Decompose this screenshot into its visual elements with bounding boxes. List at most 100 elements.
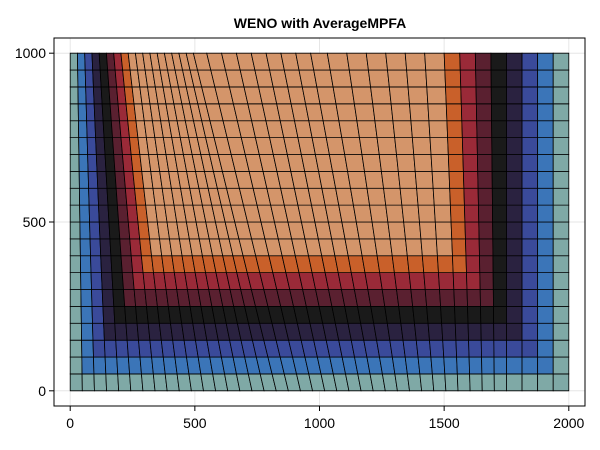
mesh-cell: [376, 137, 397, 155]
mesh-cell: [478, 238, 494, 257]
mesh-cell: [460, 103, 478, 122]
mesh-cell: [92, 69, 102, 88]
mesh-cell: [521, 339, 539, 358]
mesh-cell: [537, 52, 554, 71]
mesh-cell: [537, 103, 554, 122]
mesh-cell: [537, 272, 554, 290]
mesh-cell: [552, 339, 570, 358]
mesh-cell: [126, 339, 141, 358]
mesh-cell: [521, 305, 539, 324]
mesh-cell: [69, 339, 83, 358]
mesh-cell: [465, 238, 480, 257]
mesh-cell: [101, 289, 115, 307]
mesh-cell: [475, 86, 492, 105]
mesh-cell: [91, 305, 105, 324]
mesh-cell: [103, 137, 115, 155]
mesh-cell: [105, 170, 117, 189]
mesh-cell: [506, 373, 523, 392]
mesh-cell: [490, 52, 507, 71]
mesh-cell: [478, 221, 494, 240]
y-tick-label: 0: [38, 383, 46, 399]
mesh-cell: [88, 187, 99, 206]
mesh-cell: [493, 356, 507, 375]
mesh-cell: [459, 52, 477, 71]
mesh-cell: [493, 373, 507, 392]
mesh-cell: [537, 154, 554, 172]
mesh-cells: [69, 52, 570, 392]
mesh-cell: [552, 289, 570, 307]
mesh-cell: [476, 137, 493, 155]
mesh-cell: [433, 204, 452, 223]
mesh-cell: [452, 255, 467, 274]
mesh-cell: [429, 339, 445, 358]
mesh-cell: [552, 356, 570, 375]
mesh-cell: [352, 204, 373, 223]
mesh-cell: [552, 204, 570, 223]
mesh-cell: [78, 170, 90, 189]
mesh-cell: [80, 272, 92, 290]
mesh-cell: [468, 339, 482, 358]
mesh-cell: [537, 339, 554, 358]
mesh-cell: [445, 86, 462, 105]
mesh-cell: [124, 305, 138, 324]
mesh-cell: [91, 289, 104, 307]
mesh-cell: [404, 356, 421, 375]
mesh-cell: [348, 69, 372, 88]
mesh-cell: [385, 52, 408, 71]
mesh-cell: [461, 120, 478, 139]
mesh-cell: [492, 221, 507, 240]
mesh-cell: [398, 305, 415, 324]
mesh-cell: [537, 221, 554, 240]
mesh-cell: [552, 305, 570, 324]
mesh-cell: [69, 356, 83, 375]
mesh-cell: [383, 187, 403, 206]
mesh-cell: [408, 272, 426, 290]
mesh-cell: [552, 170, 570, 189]
mesh-cell: [456, 373, 471, 392]
mesh-cell: [92, 339, 106, 358]
mesh-cell: [97, 187, 109, 206]
mesh-cell: [89, 238, 102, 257]
mesh-cell: [521, 154, 539, 172]
mesh-cell: [480, 322, 495, 341]
mesh-cell: [386, 322, 404, 341]
mesh-cell: [491, 187, 507, 206]
mesh-cell: [417, 356, 433, 375]
mesh-cell: [101, 272, 114, 290]
mesh-cell: [123, 289, 137, 307]
mesh-cell: [376, 255, 395, 274]
mesh-cell: [436, 255, 454, 274]
mesh-cell: [372, 103, 394, 122]
mesh-cell: [412, 305, 429, 324]
chart-title: WENO with AverageMPFA: [234, 15, 406, 31]
mesh-cell: [78, 154, 89, 172]
mesh-cell: [364, 170, 385, 189]
mesh-cell: [369, 204, 389, 223]
mesh-cell: [552, 103, 570, 122]
mesh-cell: [506, 103, 523, 122]
mesh-cell: [358, 238, 378, 257]
mesh-cell: [506, 339, 523, 358]
mesh-cell: [451, 238, 467, 257]
mesh-cell: [92, 86, 103, 105]
mesh-cell: [521, 238, 539, 257]
mesh-cell: [85, 86, 95, 105]
mesh-cell: [447, 137, 464, 155]
mesh-cell: [118, 221, 131, 240]
mesh-cell: [69, 86, 79, 105]
mesh-cell: [69, 289, 82, 307]
mesh-cell: [79, 204, 90, 223]
mesh-cell: [69, 120, 80, 139]
x-tick-label: 500: [183, 415, 207, 431]
mesh-cell: [112, 289, 126, 307]
mesh-cell: [406, 69, 428, 88]
mesh-cell: [385, 204, 405, 223]
mesh-cell: [506, 221, 523, 240]
mesh-cell: [435, 238, 453, 257]
mesh-cell: [96, 170, 108, 189]
mesh-cell: [423, 272, 440, 290]
mesh-cell: [105, 373, 120, 392]
mesh-cell: [413, 154, 433, 172]
mesh-cell: [378, 154, 399, 172]
mesh-cell: [455, 339, 470, 358]
